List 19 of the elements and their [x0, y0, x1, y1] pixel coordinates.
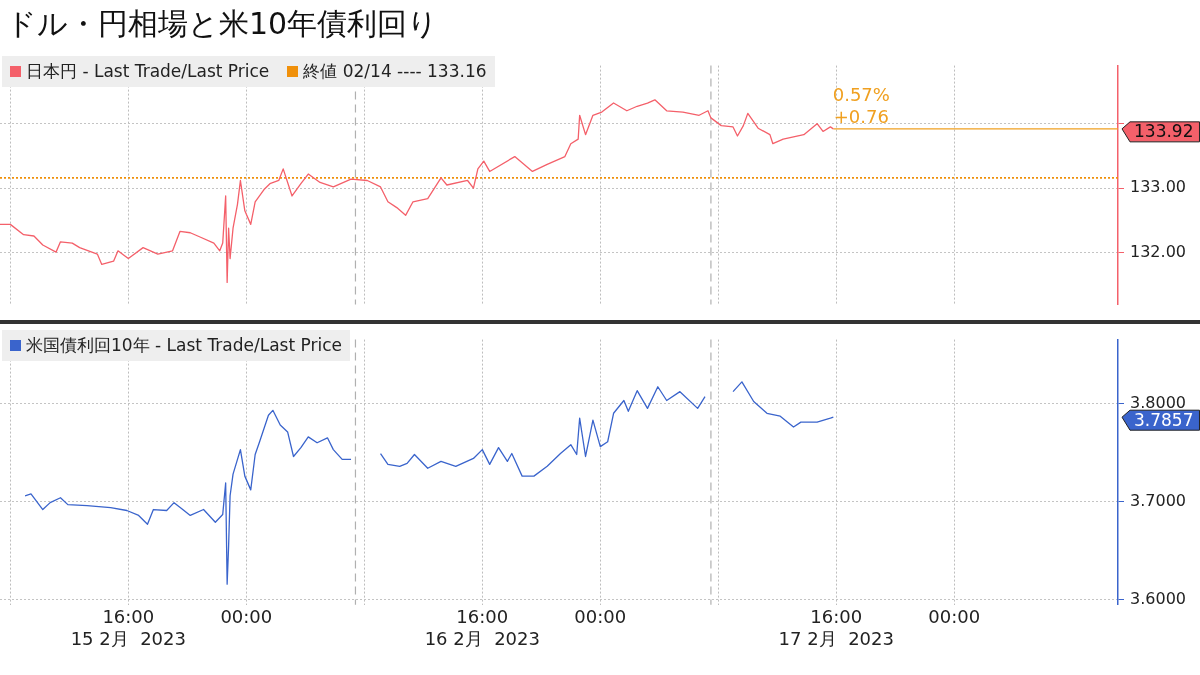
y-tick-label: 132.00: [1130, 241, 1186, 261]
x-tick-label: 16:00 16 2月 2023: [424, 606, 540, 649]
y-tick-label: 3.8000: [1130, 392, 1186, 412]
text: 133.92: [1134, 121, 1194, 142]
annotation: +0.76: [833, 105, 889, 127]
y-tick-label: 3.7000: [1130, 490, 1186, 510]
legend-label: 終値 02/14 ---- 133.16: [303, 60, 487, 83]
x-tick-label: 00:00: [220, 606, 273, 628]
chart-title: ドル・円相場と米10年債利回り: [6, 5, 439, 43]
legend-label: 日本円 - Last Trade/Last Price: [26, 60, 270, 83]
x-tick-label: 00:00: [928, 606, 981, 628]
legend-label: 米国債利回10年 - Last Trade/Last Price: [26, 334, 342, 357]
y-tick-label: 3.6000: [1130, 589, 1186, 609]
x-tick-label: 16:00 17 2月 2023: [778, 606, 894, 649]
x-tick-label: 16:00 15 2月 2023: [70, 606, 186, 649]
annotation: 0.57%: [832, 83, 890, 105]
y-tick-label: 133.00: [1130, 177, 1186, 197]
x-tick-label: 00:00: [574, 606, 627, 628]
text: 3.7857: [1134, 409, 1194, 430]
